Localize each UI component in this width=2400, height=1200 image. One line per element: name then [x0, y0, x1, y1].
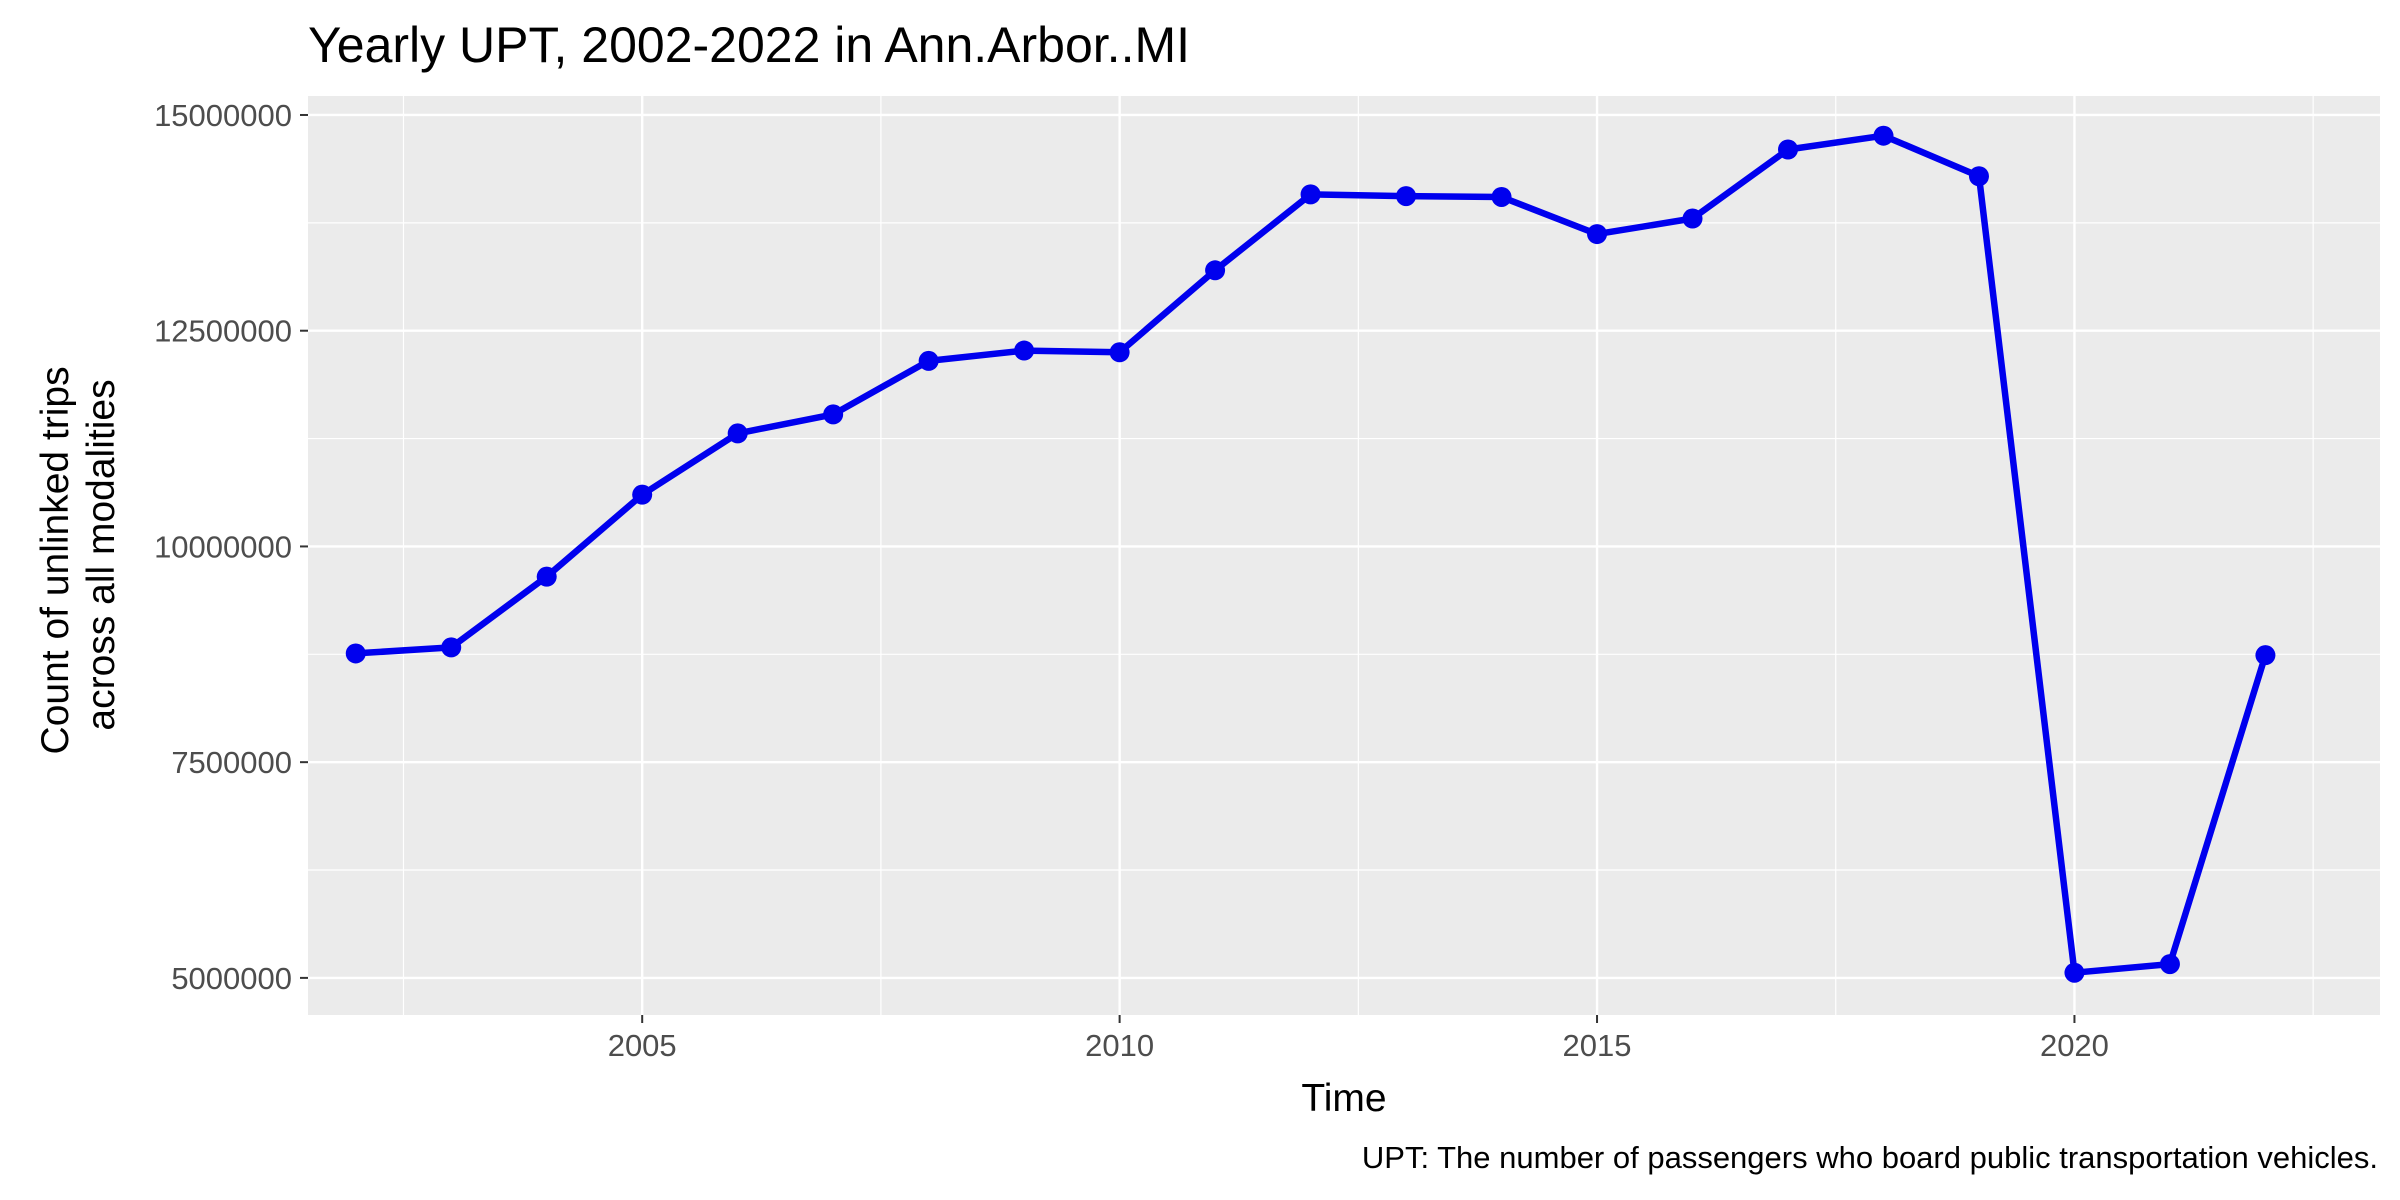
data-point: [1205, 260, 1226, 281]
data-point: [1587, 224, 1608, 245]
data-point: [345, 643, 366, 664]
data-point: [823, 404, 844, 425]
data-point: [1491, 186, 1512, 207]
y-tick-label: 10000000: [154, 529, 292, 564]
data-point: [536, 566, 557, 587]
data-point: [1396, 186, 1417, 207]
x-axis-title: Time: [1301, 1077, 1386, 1120]
data-point: [2159, 954, 2180, 975]
data-point: [1109, 342, 1130, 363]
y-tick-label: 5000000: [171, 961, 292, 996]
data-point: [1873, 125, 1894, 146]
y-tick-label: 15000000: [154, 98, 292, 133]
chart-title: Yearly UPT, 2002-2022 in Ann.Arbor..MI: [308, 17, 1190, 73]
x-axis: 2005 2010 2015 2020: [608, 1015, 2109, 1063]
x-tick-label: 2005: [608, 1028, 677, 1063]
y-axis-title-line-1: Count of unlinked trips: [34, 366, 77, 754]
data-point: [2064, 962, 2085, 983]
y-tick-label: 12500000: [154, 314, 292, 349]
data-point: [727, 423, 748, 444]
chart-caption: UPT: The number of passengers who board …: [1362, 1140, 2378, 1175]
data-point: [441, 637, 462, 658]
data-point: [1014, 340, 1035, 361]
data-point: [1300, 184, 1321, 205]
series-layer: [345, 125, 2276, 983]
data-point: [918, 350, 939, 371]
y-tick-label: 7500000: [171, 745, 292, 780]
data-point: [1682, 208, 1703, 229]
data-point: [1778, 139, 1798, 160]
data-point: [1968, 166, 1989, 187]
y-axis-title-line-2: across all modalities: [80, 379, 123, 730]
x-tick-label: 2010: [1085, 1028, 1154, 1063]
minor-gridlines: [308, 96, 2380, 1015]
x-tick-label: 2015: [1563, 1028, 1632, 1063]
data-point: [632, 484, 653, 505]
y-axis: 5000000 7500000 10000000 12500000 15000000: [154, 98, 308, 996]
plot-panel: [308, 96, 2380, 1015]
y-axis-title: Count of unlinked trips across all modal…: [34, 356, 123, 755]
x-tick-label: 2020: [2040, 1028, 2109, 1063]
major-gridlines: [308, 96, 2380, 1015]
data-point: [2255, 645, 2276, 666]
